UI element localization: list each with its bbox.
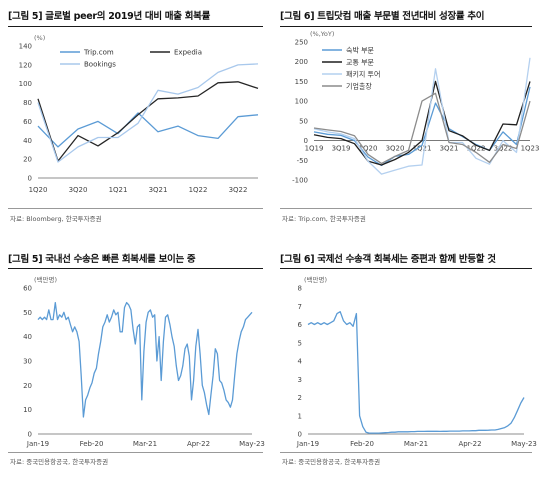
y-tick-label: 150: [295, 78, 308, 86]
x-tick-label: Jan-19: [296, 440, 319, 448]
chart-title-3: [그림 5] 국내선 수송은 빠른 회복세를 보이는 중: [8, 254, 196, 265]
y-tick-label: 80: [23, 99, 32, 107]
y-tick-label: 5: [298, 339, 302, 347]
x-tick-label: 1Q22: [467, 145, 486, 153]
series-line-2: [313, 80, 531, 166]
y-tick-label: 3: [298, 376, 302, 384]
y-tick-label: 6: [298, 321, 303, 329]
y-tick-label: 40: [23, 333, 32, 341]
y-tick-label: 200: [295, 58, 308, 66]
y-tick-label: 50: [299, 117, 308, 125]
y-unit-label: (백만명): [304, 275, 327, 284]
x-tick-label: 1Q19: [305, 145, 324, 153]
source-rule-2: [280, 208, 532, 209]
legend-entry: 기업출장: [346, 82, 372, 91]
x-tick-label: Apr-22: [458, 440, 481, 448]
y-unit-label: (%): [34, 34, 45, 42]
legend-entry: Trip.com: [83, 49, 114, 57]
x-tick-label: 3Q20: [69, 186, 88, 194]
series-line-3: [37, 63, 259, 163]
y-tick-label: 140: [19, 43, 32, 51]
x-tick-label: 1Q21: [413, 145, 432, 153]
legend-entry: 패키지 투어: [346, 70, 380, 79]
y-tick-label: 0: [28, 431, 32, 439]
y-tick-label: 8: [298, 285, 302, 293]
chart-source-1: 자료: Bloomberg, 한국투자증권: [10, 215, 102, 223]
x-tick-label: May-23: [511, 440, 537, 448]
y-tick-label: 20: [23, 382, 32, 390]
y-tick-label: 50: [23, 309, 32, 317]
y-unit-label: (%,YoY): [310, 30, 334, 38]
y-tick-label: 0: [304, 137, 308, 145]
x-tick-label: May-23: [239, 440, 265, 448]
y-tick-label: 4: [298, 358, 303, 366]
x-tick-label: Jan-19: [26, 440, 49, 448]
series-line-1: [307, 311, 525, 434]
y-tick-label: 2: [298, 394, 302, 402]
y-tick-label: 60: [23, 285, 32, 293]
y-tick-label: 7: [298, 303, 302, 311]
x-tick-label: 1Q20: [359, 145, 378, 153]
chart-source-4: 자료: 중국민용항공국, 한국투자증권: [282, 458, 381, 466]
legend-entry: 숙박 부문: [346, 46, 375, 55]
legend-entry: Bookings: [84, 61, 116, 69]
chart-source-3: 자료: 중국민용항공국, 한국투자증권: [10, 458, 109, 466]
series-line-1: [37, 301, 253, 418]
legend-entry: Expedia: [174, 49, 202, 57]
y-tick-label: -50: [297, 157, 308, 165]
series-line-1: [313, 86, 531, 167]
y-tick-label: 0: [28, 175, 32, 183]
legend-entry: 교통 부문: [346, 59, 375, 67]
chart-source-2: 자료: Trip.com, 한국투자증권: [282, 215, 366, 223]
chart-title-1: [그림 5] 글로벌 peer의 2019년 대비 매출 회복률: [8, 11, 211, 22]
x-tick-label: 3Q20: [386, 145, 405, 153]
y-tick-label: 100: [295, 98, 308, 106]
x-tick-label: 3Q19: [332, 145, 351, 153]
chart-international-passengers: (백만명) 0 1 2 3 4 5 6 7 8 Jan-19 Feb-20 Mar-21 Apr-22 Ma…: [296, 275, 537, 448]
chart-title-4: [그림 6] 국제선 수송객 회복세는 증편과 함께 반등할 것: [280, 254, 496, 265]
y-tick-label: 40: [23, 137, 32, 145]
source-rule-1: [8, 208, 263, 209]
chart-peer-recovery: (%) 0 20 40 60 80 100 120 140 1Q20 3Q20 1Q21 3Q21 1Q2…: [19, 34, 259, 194]
y-tick-label: 100: [19, 80, 32, 88]
x-tick-label: 3Q21: [149, 186, 168, 194]
y-tick-label: 1: [298, 412, 302, 420]
y-tick-label: 120: [19, 61, 32, 69]
series-line-1: [37, 112, 259, 148]
x-tick-label: 3Q21: [440, 145, 459, 153]
y-tick-label: 30: [23, 358, 32, 366]
y-tick-label: 60: [23, 118, 32, 126]
series-line-4: [313, 92, 531, 165]
chart-trip-segments: (%,YoY) -100 -50 0 50 100 150 200 250 1Q19 3Q19 1Q2…: [292, 30, 540, 185]
x-tick-label: Feb-20: [350, 440, 374, 448]
chart-title-2: [그림 6] 트립닷컴 매출 부문별 전년대비 성장률 추이: [280, 11, 485, 22]
x-tick-label: 1Q21: [109, 186, 128, 194]
y-tick-label: 20: [23, 156, 32, 164]
title-rule-4: [280, 268, 532, 269]
x-tick-label: Mar-21: [404, 440, 428, 448]
x-tick-label: 1Q22: [189, 186, 208, 194]
x-tick-label: Feb-20: [80, 440, 104, 448]
y-tick-label: 0: [298, 431, 302, 439]
series-line-2: [37, 81, 259, 162]
title-rule-2: [280, 26, 532, 27]
source-rule-3: [8, 452, 263, 453]
y-tick-label: 250: [295, 39, 308, 47]
x-tick-label: 1Q23: [521, 145, 540, 153]
chart-domestic-passengers: (백만명) 0 10 20 30 40 50 60 Jan-19 Feb-20 Mar-21 Apr-…: [23, 275, 265, 448]
title-rule-1: [8, 26, 263, 27]
y-tick-label: -100: [292, 177, 308, 185]
y-tick-label: 10: [23, 406, 32, 414]
x-tick-label: 3Q22: [494, 145, 513, 153]
source-rule-4: [280, 452, 532, 453]
y-unit-label: (백만명): [34, 275, 57, 284]
x-tick-label: Mar-21: [133, 440, 157, 448]
x-tick-label: 1Q20: [29, 186, 48, 194]
x-tick-label: Apr-22: [187, 440, 210, 448]
title-rule-3: [8, 268, 263, 269]
x-tick-label: 3Q22: [229, 186, 248, 194]
